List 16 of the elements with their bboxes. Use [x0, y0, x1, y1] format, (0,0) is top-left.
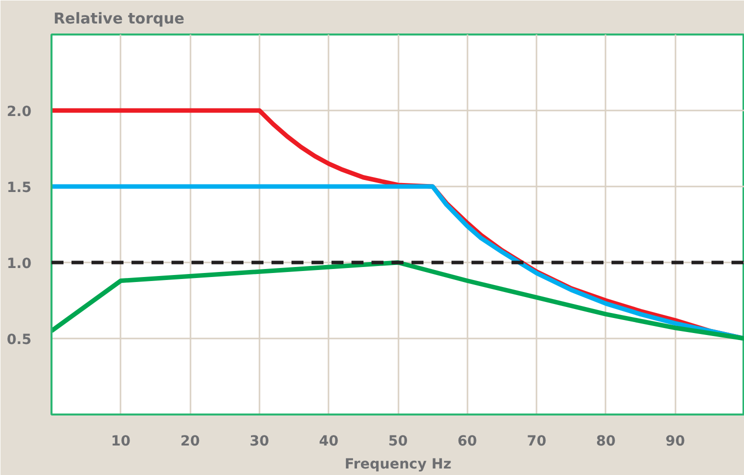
y-tick-label: 0.5	[6, 332, 32, 348]
y-tick-label: 1.5	[6, 180, 32, 196]
x-tick-label: 30	[250, 434, 270, 450]
x-tick-label: 90	[665, 434, 686, 450]
x-tick-label: 80	[596, 434, 616, 450]
line-series	[52, 260, 744, 341]
x-tick-label: 10	[111, 434, 131, 450]
x-tick-label: 40	[318, 434, 339, 450]
x-axis-title: Frequency Hz	[344, 456, 452, 472]
x-tick-label: 20	[180, 434, 200, 450]
x-tick-label: 50	[388, 434, 408, 450]
y-tick-label: 2.0	[6, 104, 32, 120]
y-tick-label: 1.0	[6, 256, 32, 272]
x-tick-label: 70	[526, 434, 547, 450]
x-tick-label: 60	[458, 434, 478, 450]
chart-title: Relative torque	[54, 10, 184, 28]
